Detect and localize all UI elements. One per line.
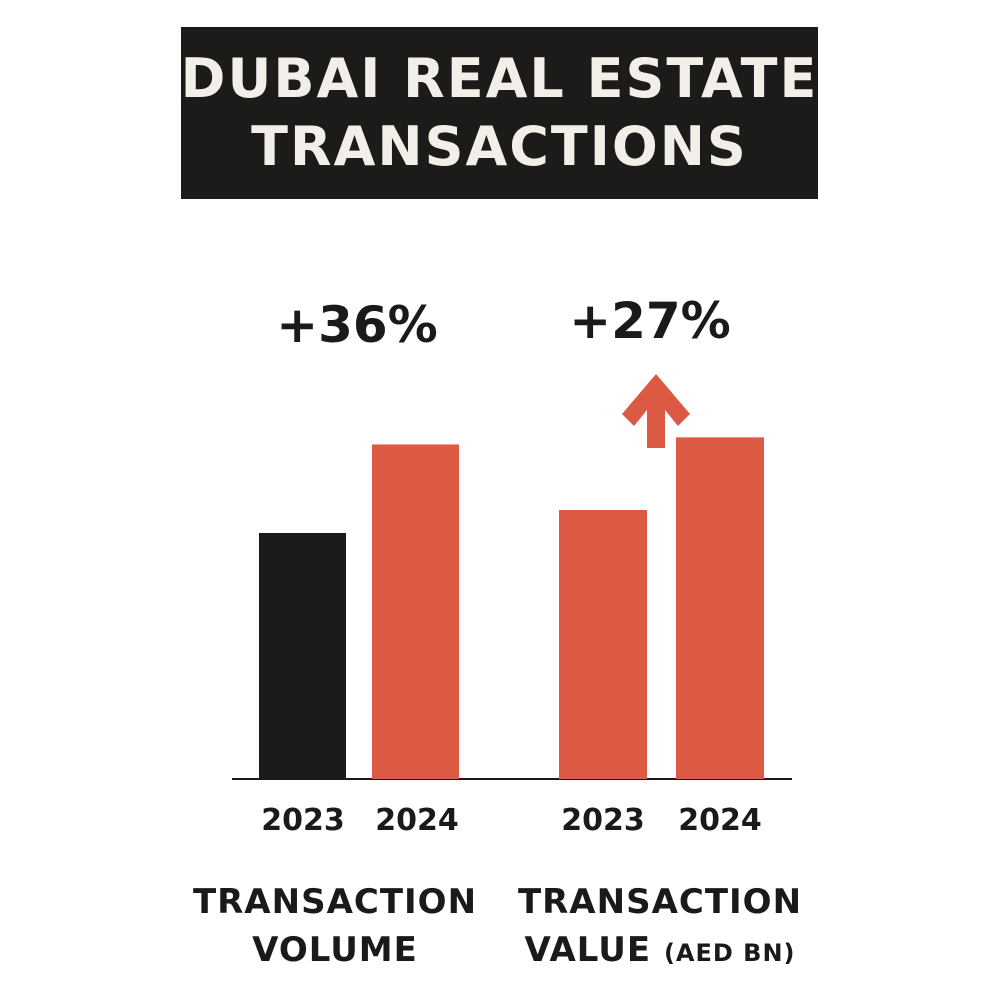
tick-label-volume-2023: 2023 [261,803,345,838]
tick-label-value-2023: 2023 [561,803,645,838]
category-label-value-text: VALUE [524,930,652,970]
category-label-volume-line-1: TRANSACTION [192,882,478,922]
change-label-value: +27% [569,292,731,350]
title-line-2: TRANSACTIONS [251,115,748,178]
unit-label: (AED BN) [663,939,796,967]
tick-label-volume-2024: 2024 [375,803,459,838]
change-label-volume: +36% [276,296,438,354]
category-label-value: TRANSACTION VALUE (AED BN) [510,878,810,977]
category-label-volume: TRANSACTION VOLUME [190,878,480,974]
bar-volume-2024 [372,444,459,779]
bar-volume-2023 [259,533,346,779]
tick-label-value-2024: 2024 [678,803,762,838]
bar-value-2023 [559,510,647,779]
title-line-1: DUBAI REAL ESTATE [180,47,819,110]
category-label-value-line-2: VALUE (AED BN) [510,926,810,977]
category-label-volume-line-2: VOLUME [252,930,418,970]
bar-value-2024 [676,437,764,779]
up-arrow-icon [622,374,690,448]
category-label-value-line-1: TRANSACTION [517,882,803,922]
title-banner: DUBAI REAL ESTATE TRANSACTIONS [181,27,818,199]
